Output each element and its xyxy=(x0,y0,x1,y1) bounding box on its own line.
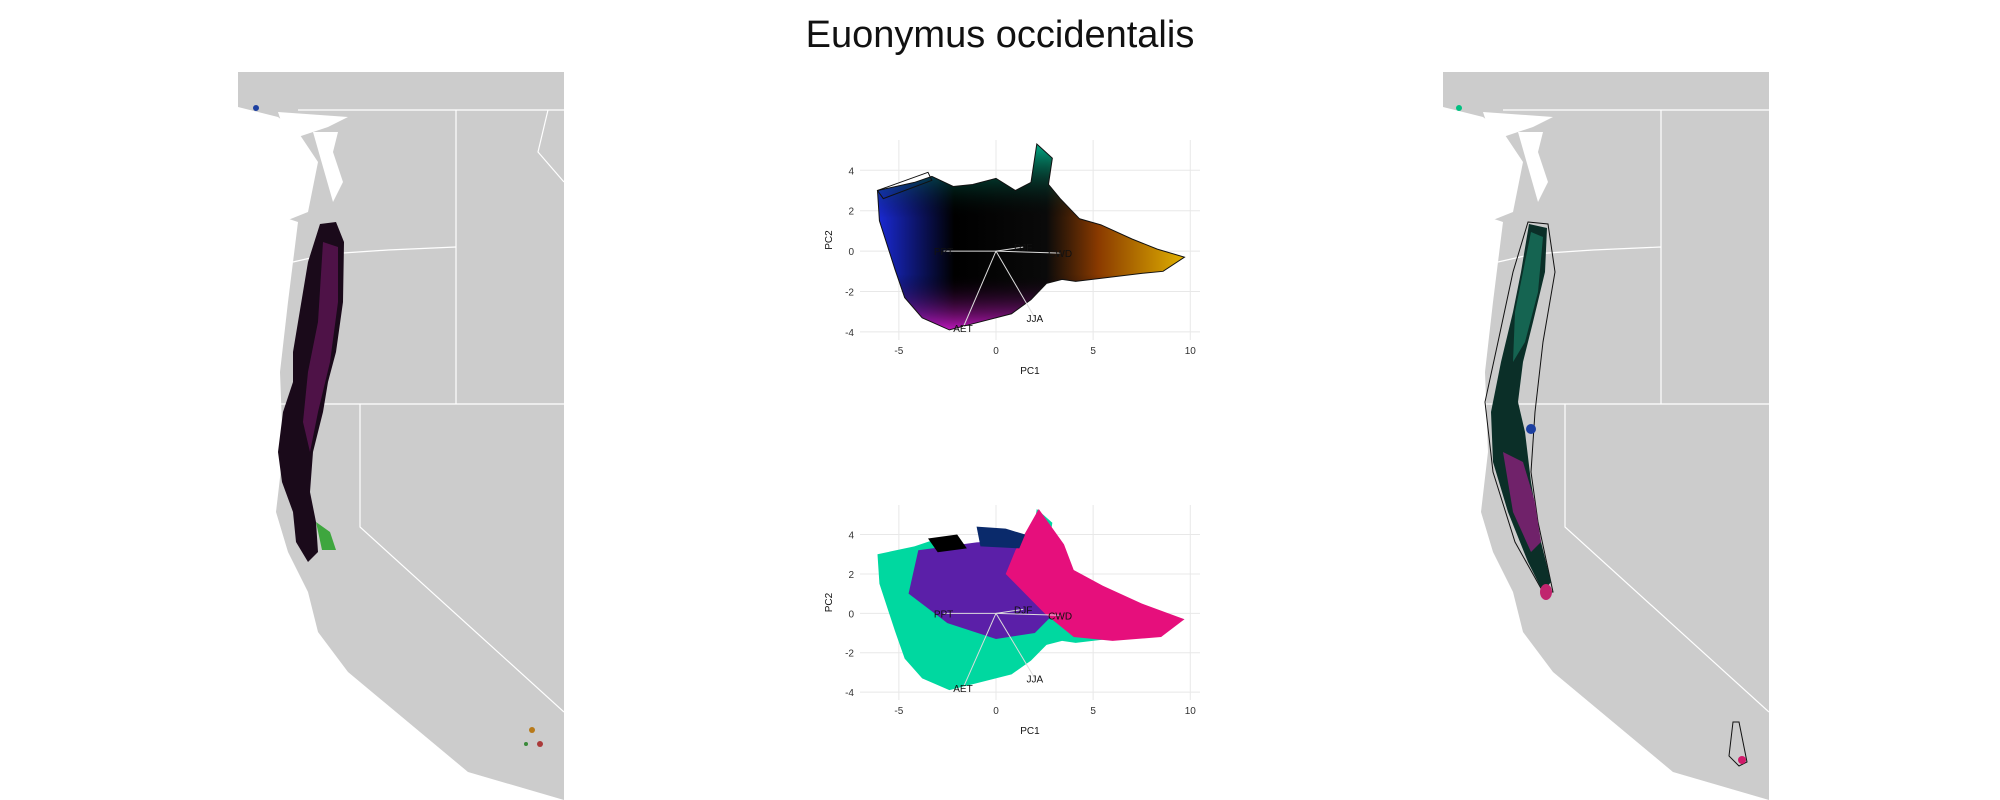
loading-vector xyxy=(995,608,1024,614)
y-tick-label: 2 xyxy=(848,570,854,581)
cluster-black xyxy=(928,534,967,553)
y-tick-label: 4 xyxy=(848,531,854,542)
loading-vector xyxy=(995,613,1036,679)
y-axis-title: PC2 xyxy=(824,230,835,250)
y-tick-label: -2 xyxy=(845,649,854,660)
x-axis-title: PC1 xyxy=(1020,366,1040,377)
loading-vector xyxy=(962,613,997,689)
x-tick-label: 0 xyxy=(993,346,999,357)
x-tick-label: 5 xyxy=(1090,346,1096,357)
density-cloud-overlay xyxy=(877,144,1185,330)
cloud-outline xyxy=(876,143,1186,331)
x-tick-label: 10 xyxy=(1185,706,1197,717)
y-tick-label: -2 xyxy=(845,288,854,299)
range-magenta-blob xyxy=(1540,584,1552,600)
y-tick-label: -4 xyxy=(845,328,854,339)
y-tick-label: -4 xyxy=(845,688,854,699)
vector-label: PPT xyxy=(934,247,953,258)
x-tick-label: 5 xyxy=(1090,706,1096,717)
vector-label: DJF xyxy=(1014,605,1032,616)
range-south-hull xyxy=(1728,721,1748,767)
x-tick-label: 10 xyxy=(1185,346,1197,357)
pca-top-panel: PPT DJF CWD JJA AET -5 0 5 10 -4 -2 0 2 4 PC1 PC2 xyxy=(800,130,1210,385)
species-range-right xyxy=(1491,224,1551,592)
vector-label: JJA xyxy=(1027,314,1044,325)
vector-label: CWD xyxy=(1048,249,1072,260)
range-blue-blob xyxy=(1526,424,1536,434)
coast-ocean xyxy=(238,202,564,800)
range-green xyxy=(316,522,336,550)
hull-wedge xyxy=(876,171,933,200)
cluster-pink xyxy=(1005,508,1185,641)
x-tick-label: -5 xyxy=(894,706,903,717)
coast-ocean xyxy=(1443,202,1769,800)
vector-label: PPT xyxy=(934,609,953,620)
species-range-hull xyxy=(1484,221,1556,593)
vector-label: AET xyxy=(953,684,972,695)
y-tick-label: 0 xyxy=(848,609,854,620)
x-axis-title: PC1 xyxy=(1020,726,1040,737)
cluster-navy xyxy=(976,526,1026,549)
puget-sound xyxy=(1483,112,1553,137)
range-teal xyxy=(1513,232,1543,362)
y-axis-title: PC2 xyxy=(824,592,835,612)
vector-label: AET xyxy=(953,324,972,335)
range-point-south-2 xyxy=(537,741,543,747)
range-point-south xyxy=(1738,756,1746,764)
left-map xyxy=(238,72,564,800)
range-point-north xyxy=(253,105,259,111)
range-magenta xyxy=(303,242,338,452)
puget-inlets xyxy=(1518,132,1548,202)
ca-nv-border xyxy=(359,404,564,713)
loading-vector xyxy=(995,250,1061,254)
range-point-south-1 xyxy=(529,727,535,733)
loading-vector xyxy=(962,250,997,329)
pca-bottom-panel: PPT DJF CWD JJA AET -5 0 5 10 -4 -2 0 2 4 PC1 PC2 xyxy=(800,495,1210,745)
vector-label: CWD xyxy=(1048,611,1072,622)
loading-vector xyxy=(995,250,1036,319)
y-tick-label: 4 xyxy=(848,166,854,177)
chart-title: Euonymus occidentalis xyxy=(805,14,1195,56)
y-tick-label: 2 xyxy=(848,207,854,218)
puget-sound xyxy=(278,112,348,137)
y-tick-label: 0 xyxy=(848,247,854,258)
x-tick-label: -5 xyxy=(894,346,903,357)
range-point-north xyxy=(1456,105,1462,111)
loading-vector xyxy=(995,246,1024,252)
right-map xyxy=(1443,72,1769,800)
range-magenta xyxy=(1503,452,1541,552)
puget-inlets xyxy=(313,132,343,202)
loading-vector xyxy=(995,612,1061,616)
wa-or-river xyxy=(1497,246,1662,263)
vector-label: DJF xyxy=(1014,243,1032,254)
vector-label: JJA xyxy=(1027,674,1044,685)
ca-nv-border xyxy=(1564,404,1769,713)
x-tick-label: 0 xyxy=(993,706,999,717)
range-point-south-3 xyxy=(524,742,528,746)
id-wedge xyxy=(537,109,564,183)
